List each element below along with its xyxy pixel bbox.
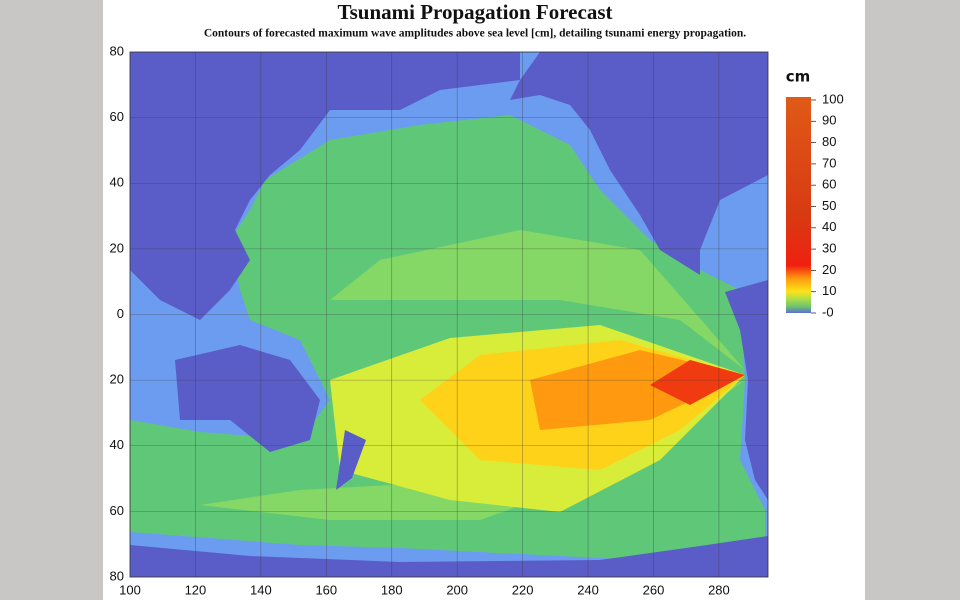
y-tick-label: 80 — [110, 568, 124, 583]
land-new-zealand — [336, 430, 366, 490]
subtitle: Contours of forecasted maximum wave ampl… — [204, 28, 746, 40]
land-south-america — [725, 280, 768, 500]
colorbar-tick-label: 60 — [822, 177, 836, 192]
colorbar-tick-label: 50 — [822, 198, 836, 213]
land-north-america — [510, 52, 768, 275]
y-tick-label: 40 — [110, 437, 124, 452]
x-tick-label: 100 — [119, 582, 141, 597]
y-tick-label: 80 — [110, 43, 124, 58]
land-asia — [130, 52, 520, 320]
colorbar-tick-label: 90 — [822, 113, 836, 128]
land-antarctica — [130, 536, 768, 577]
y-tick-label: 40 — [110, 175, 124, 190]
colorbar-tick-label: 100 — [822, 91, 844, 106]
y-tick-label: 60 — [110, 503, 124, 518]
colorbar — [786, 97, 811, 313]
x-tick-label: 260 — [643, 582, 665, 597]
colorbar-tick-label: 80 — [822, 134, 836, 149]
y-tick-label: 20 — [110, 240, 124, 255]
land-australia — [175, 345, 320, 452]
colorbar-tick-label: 10 — [822, 283, 836, 298]
x-tick-label: 220 — [512, 582, 534, 597]
y-tick-label: 60 — [110, 109, 124, 124]
x-tick-label: 120 — [185, 582, 207, 597]
x-tick-label: 200 — [446, 582, 468, 597]
colorbar-tick-label: -0 — [822, 304, 834, 319]
title: Tsunami Propagation Forecast — [338, 0, 613, 24]
x-tick-label: 160 — [315, 582, 337, 597]
x-tick-label: 240 — [577, 582, 599, 597]
wave-zone — [650, 360, 745, 405]
colorbar-tick-label: 70 — [822, 155, 836, 170]
x-tick-label: 140 — [250, 582, 272, 597]
colorbar-tick-label: 30 — [822, 241, 836, 256]
colorbar-label: cm — [786, 68, 811, 86]
x-tick-label: 280 — [708, 582, 730, 597]
y-tick-label: 0 — [117, 306, 124, 321]
y-tick-label: 20 — [110, 372, 124, 387]
x-tick-label: 180 — [381, 582, 403, 597]
wave-band — [330, 230, 745, 370]
colorbar-tick-label: 20 — [822, 262, 836, 277]
colorbar-tick-label: 40 — [822, 219, 836, 234]
